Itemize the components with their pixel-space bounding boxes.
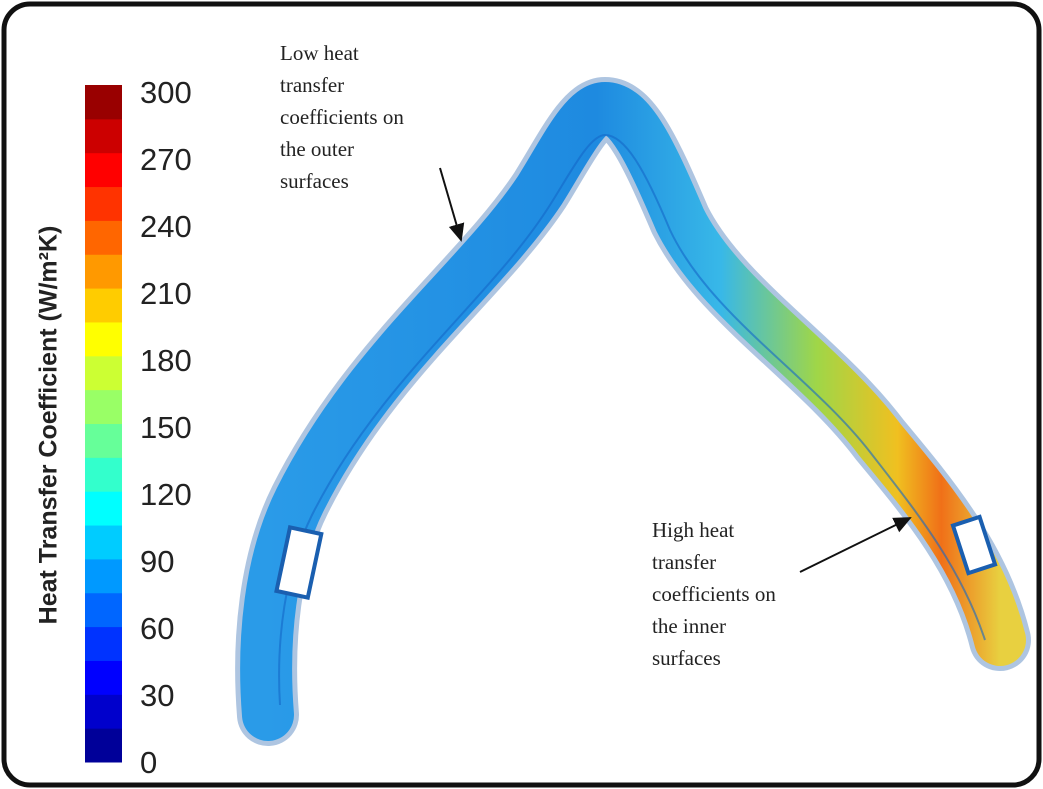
annotation-line: the outer (280, 137, 354, 161)
colorbar-tick-label: 30 (140, 678, 174, 713)
colorbar-band (85, 728, 122, 763)
colorbar-band (85, 186, 122, 221)
annotation-line: transfer (280, 73, 344, 97)
annotation-line: the inner (652, 614, 726, 638)
colorbar-tick-label: 90 (140, 544, 174, 579)
colorbar-band (85, 85, 122, 120)
colorbar-label: Heat Transfer Coefficient (W/m²K) (35, 226, 63, 625)
annotations: Low heat transfer coefficients on the outer… (280, 41, 776, 670)
colorbar-band (85, 389, 122, 424)
colorbar-tick-label: 120 (140, 477, 192, 512)
colorbar-band (85, 525, 122, 560)
arrow (439, 167, 465, 242)
colorbar-band (85, 592, 122, 628)
colorbar-tick-label: 180 (140, 343, 192, 378)
colorbar-tick-label: 210 (140, 276, 192, 311)
colorbar-band (85, 423, 122, 458)
colorbar-band (85, 321, 122, 357)
colorbar-band (85, 355, 122, 391)
contour-body (235, 76, 1031, 746)
colorbar-band (85, 660, 122, 695)
colorbar-band (85, 626, 122, 661)
colorbar-band (85, 254, 122, 289)
colorbar: 0 30 60 90 120 150 180 210 240 270 300 (85, 75, 192, 780)
annotation-line: coefficients on (280, 105, 404, 129)
colorbar-tick-label: 60 (140, 611, 174, 646)
annotation-line: surfaces (280, 169, 349, 193)
colorbar-band (85, 220, 122, 255)
colorbar-band (85, 457, 122, 492)
annotation-line: High heat (652, 518, 734, 542)
colorbar-band (85, 558, 122, 594)
colorbar-tick-label: 300 (140, 75, 192, 110)
colorbar-tick-label: 150 (140, 410, 192, 445)
annotation-line: coefficients on (652, 582, 776, 606)
colorbar-tick-label: 0 (140, 745, 157, 780)
annotation-line: surfaces (652, 646, 721, 670)
colorbar-tick-label: 240 (140, 209, 192, 244)
colorbar-tick-label: 270 (140, 142, 192, 177)
colorbar-band (85, 152, 122, 188)
arrow (799, 517, 912, 573)
colorbar-band (85, 288, 122, 323)
annotation-line: transfer (652, 550, 716, 574)
annotation-line: Low heat (280, 41, 359, 65)
colorbar-band (85, 694, 122, 729)
colorbar-band (85, 491, 122, 526)
colorbar-band (85, 118, 122, 154)
